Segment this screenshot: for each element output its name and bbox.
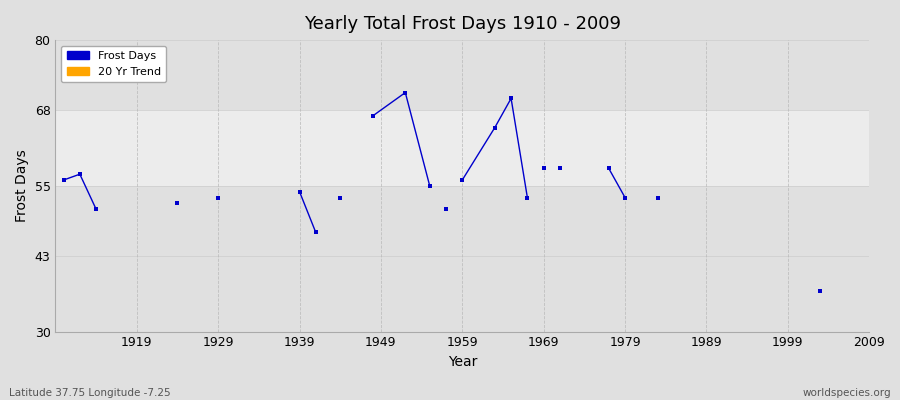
Legend: Frost Days, 20 Yr Trend: Frost Days, 20 Yr Trend (61, 46, 166, 82)
X-axis label: Year: Year (447, 355, 477, 369)
Text: Latitude 37.75 Longitude -7.25: Latitude 37.75 Longitude -7.25 (9, 388, 171, 398)
Point (536, 165, 551, 172)
Point (455, 177, 470, 183)
Point (553, 165, 567, 172)
Point (504, 95, 518, 102)
Point (73, 171, 87, 177)
Point (651, 194, 665, 201)
Point (333, 194, 347, 201)
Y-axis label: Frost Days: Frost Days (15, 150, 29, 222)
Point (488, 124, 502, 131)
Text: worldspecies.org: worldspecies.org (803, 388, 891, 398)
Point (292, 188, 307, 195)
Point (439, 206, 454, 212)
Point (398, 89, 412, 96)
Point (211, 194, 225, 201)
Point (813, 288, 827, 294)
Point (601, 165, 616, 172)
Title: Yearly Total Frost Days 1910 - 2009: Yearly Total Frost Days 1910 - 2009 (304, 15, 621, 33)
Point (89, 206, 104, 212)
Point (170, 200, 184, 206)
Point (57, 177, 71, 183)
Point (617, 194, 632, 201)
Point (309, 229, 323, 236)
Point (365, 113, 380, 119)
Point (520, 194, 535, 201)
Bar (56, 110, 869, 186)
Point (422, 183, 436, 189)
